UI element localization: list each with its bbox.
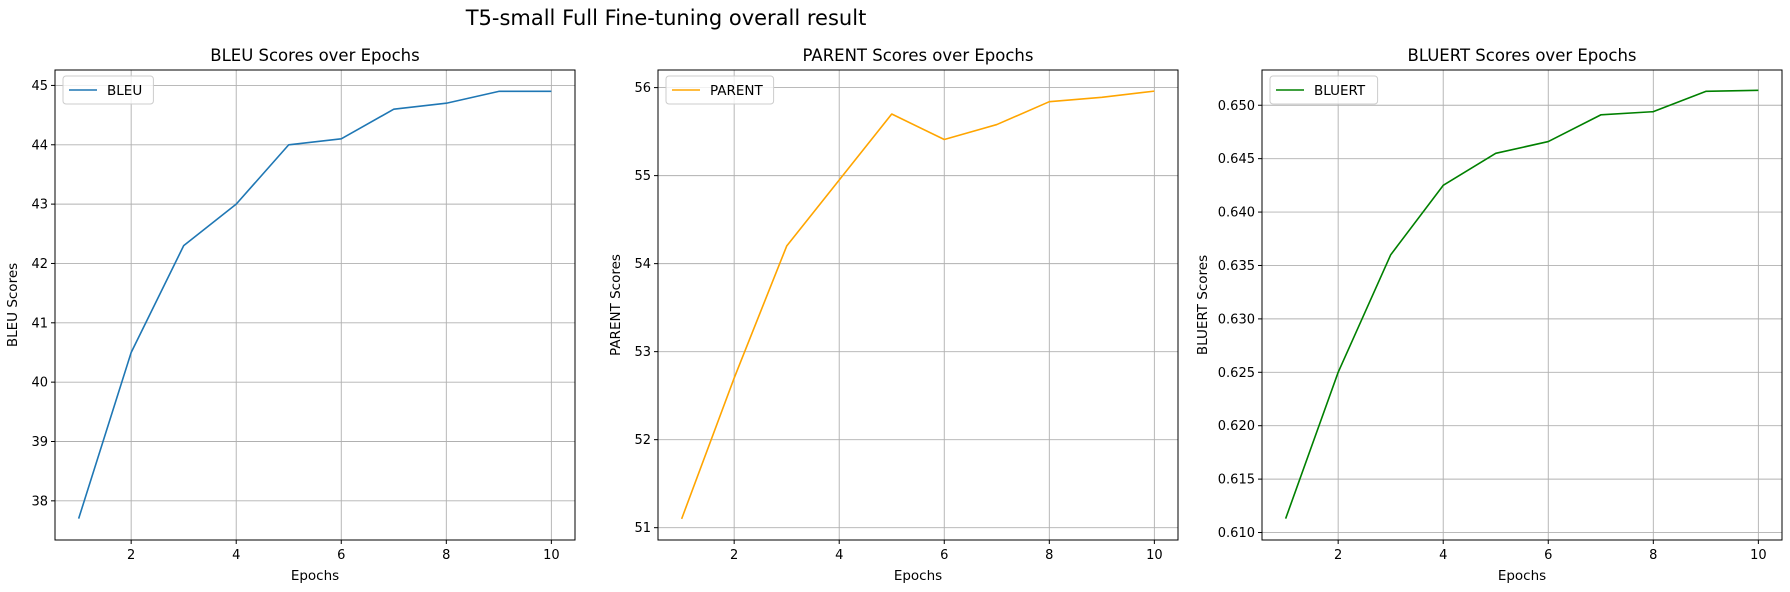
parent-legend: PARENT [665, 75, 775, 105]
x-tick-label: 6 [940, 548, 948, 563]
axes-frame [657, 69, 1179, 541]
legend-label: BLEU [107, 83, 142, 99]
bleu-panel-title: BLEU Scores over Epochs [210, 46, 419, 65]
y-tick-label: 40 [31, 376, 48, 391]
x-tick-label: 8 [1649, 548, 1657, 563]
legend-box [1269, 75, 1379, 105]
x-tick-label: 10 [1146, 548, 1163, 563]
x-tick-label: 6 [1544, 548, 1552, 563]
bluert-panel-title: BLUERT Scores over Epochs [1408, 46, 1637, 65]
axes-frame [1261, 69, 1783, 541]
y-axis-label: BLUERT Scores [1195, 255, 1211, 355]
y-tick-label: 52 [634, 433, 651, 448]
y-tick-label: 0.610 [1218, 526, 1255, 541]
y-tick-label: 38 [31, 494, 48, 509]
legend-box [62, 75, 154, 105]
y-axis-label: PARENT Scores [608, 254, 624, 356]
bleu-panel: 2 4 6 8 10 38 39 40 41 42 43 44 45 BLEU Scores over E… [5, 46, 576, 584]
y-tick-label: 44 [31, 138, 48, 153]
bluert-legend: BLUERT [1269, 75, 1379, 105]
y-tick-label: 0.615 [1218, 473, 1255, 488]
y-tick-label: 0.625 [1218, 366, 1255, 381]
y-tick-label: 0.635 [1218, 259, 1255, 274]
bluert-panel: 2 4 6 8 10 0.610 0.615 0.620 0.625 0.630 0.635 0.64… [1195, 46, 1783, 584]
legend-box [665, 75, 775, 105]
y-tick-label: 0.640 [1218, 206, 1255, 221]
x-tick-label: 10 [543, 548, 560, 563]
y-tick-label: 45 [31, 79, 48, 94]
parent-panel: 2 4 6 8 10 51 52 53 54 55 56 PARENT Scores over Epo… [608, 46, 1179, 584]
x-tick-label: 2 [1334, 548, 1342, 563]
y-tick-label: 55 [634, 169, 651, 184]
y-tick-label: 43 [31, 198, 48, 213]
axes-frame [54, 69, 576, 541]
y-tick-label: 0.650 [1218, 99, 1255, 114]
x-tick-label: 10 [1750, 548, 1767, 563]
y-tick-label: 41 [31, 316, 48, 331]
x-tick-label: 8 [1045, 548, 1053, 563]
x-tick-label: 2 [127, 548, 135, 563]
y-axis-label: BLEU Scores [5, 263, 21, 347]
y-tick-label: 42 [31, 257, 48, 272]
x-axis-label: Epochs [291, 568, 339, 584]
bluert-series-line [1284, 89, 1759, 519]
bleu-legend: BLEU [62, 75, 154, 105]
x-tick-label: 4 [1439, 548, 1447, 563]
y-tick-label: 0.645 [1218, 152, 1255, 167]
y-tick-label: 39 [31, 435, 48, 450]
legend-label: PARENT [710, 83, 764, 99]
y-tick-label: 0.630 [1218, 312, 1255, 327]
y-tick-label: 56 [634, 81, 651, 96]
bleu-series-line [77, 90, 552, 519]
parent-panel-title: PARENT Scores over Epochs [803, 46, 1034, 65]
x-tick-label: 2 [730, 548, 738, 563]
y-tick-label: 54 [634, 257, 651, 272]
x-tick-label: 6 [337, 548, 345, 563]
figure-suptitle: T5-small Full Fine-tuning overall result [465, 6, 867, 30]
y-tick-label: 0.620 [1218, 419, 1255, 434]
parent-series-line [680, 90, 1155, 520]
x-tick-label: 4 [232, 548, 240, 563]
legend-label: BLUERT [1314, 83, 1366, 99]
y-tick-label: 51 [634, 521, 651, 536]
x-tick-label: 8 [442, 548, 450, 563]
x-tick-label: 4 [835, 548, 843, 563]
x-axis-label: Epochs [1498, 568, 1546, 584]
x-axis-label: Epochs [894, 568, 942, 584]
y-tick-label: 53 [634, 345, 651, 360]
